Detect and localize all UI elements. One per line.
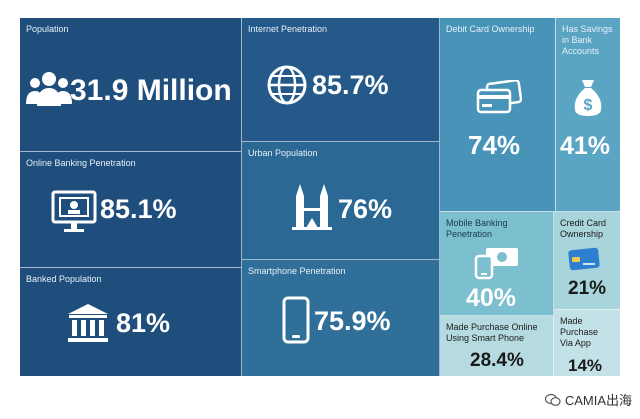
svg-text:$: $: [584, 97, 593, 114]
tile-purchase-app: Made Purchase Via App 14%: [554, 310, 620, 376]
credit-card-icon: [568, 247, 600, 271]
urban-value: 76%: [338, 194, 393, 224]
credit-label: Credit Card Ownership: [560, 218, 607, 239]
smartphone-icon: [282, 296, 310, 344]
tile-urban: Urban Population 76%: [242, 142, 440, 260]
banked-label: Banked Population: [26, 274, 102, 284]
watermark: CAMIA出海: [544, 390, 632, 409]
money-bag-icon: $: [574, 80, 602, 116]
mobile-banking-label: Mobile Banking Penetration: [446, 218, 508, 239]
bank-icon: [68, 304, 108, 342]
purchase-phone-label: Made Purchase Online Using Smart Phone: [446, 322, 538, 343]
wechat-icon: [544, 393, 561, 406]
tile-debit: Debit Card Ownership 74%: [440, 18, 556, 212]
tile-smartphone: Smartphone Penetration 75.9%: [242, 260, 440, 376]
tile-population: Population 31.9 Million: [20, 18, 242, 152]
credit-value: 21%: [568, 278, 607, 299]
tile-banked: Banked Population 81%: [20, 268, 242, 376]
population-label: Population: [26, 24, 69, 34]
watermark-text: CAMIA出海: [564, 393, 632, 408]
tile-online-banking: Online Banking Penetration 85.1%: [20, 152, 242, 268]
cards-icon: [476, 80, 522, 114]
people-icon: [26, 72, 72, 106]
smartphone-value: 75.9%: [314, 306, 391, 336]
computer-icon: [51, 190, 97, 232]
purchase-app-label: Made Purchase Via App: [560, 316, 599, 348]
savings-label: Has Savings in Bank Accounts: [562, 24, 613, 56]
mobile-banking-value: 40%: [466, 284, 517, 312]
tile-internet: Internet Penetration 85.7%: [242, 18, 440, 142]
debit-value: 74%: [468, 130, 521, 160]
tile-credit: Credit Card Ownership 21%: [554, 212, 620, 310]
urban-label: Urban Population: [248, 148, 318, 158]
globe-icon: [267, 65, 307, 105]
towers-icon: [292, 184, 332, 230]
purchase-phone-value: 28.4%: [470, 350, 524, 371]
smartphone-label: Smartphone Penetration: [248, 266, 346, 276]
tile-mobile-banking: Mobile Banking Penetration 40%: [440, 212, 554, 316]
mobile-banking-icon: [474, 248, 518, 280]
savings-value: 41%: [560, 132, 611, 160]
tile-purchase-phone: Made Purchase Online Using Smart Phone 2…: [440, 316, 554, 376]
debit-label: Debit Card Ownership: [446, 24, 535, 34]
online-banking-value: 85.1%: [100, 194, 177, 224]
tile-savings: Has Savings in Bank Accounts $ 41%: [556, 18, 620, 212]
internet-value: 85.7%: [312, 70, 389, 100]
population-value: 31.9 Million: [70, 74, 232, 107]
internet-label: Internet Penetration: [248, 24, 328, 34]
purchase-app-value: 14%: [568, 356, 603, 375]
online-banking-label: Online Banking Penetration: [26, 158, 136, 168]
banked-value: 81%: [116, 308, 171, 338]
